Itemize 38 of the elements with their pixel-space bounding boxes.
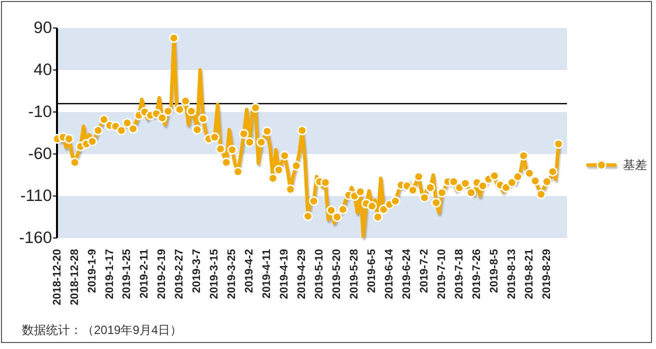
x-tick-label: 2019-7-2 xyxy=(418,249,430,294)
x-tick-label: 2018-12-28 xyxy=(68,249,81,306)
y-tick-label: -10 xyxy=(28,103,52,121)
x-tick-label: 2019-7-26 xyxy=(470,249,483,300)
y-tick-label: -160 xyxy=(18,229,52,247)
x-tick-label: 2019-1-9 xyxy=(86,249,98,294)
x-tick-label: 2019-5-20 xyxy=(331,249,344,300)
y-tick-label: 40 xyxy=(34,61,52,79)
x-tick-label: 2018-12-20 xyxy=(51,249,64,306)
x-tick-label: 2019-3-7 xyxy=(191,249,204,294)
x-tick-label: 2019-4-2 xyxy=(244,249,256,294)
x-tick-label: 2019-6-5 xyxy=(366,249,378,294)
x-tick-label: 2019-8-29 xyxy=(540,249,553,300)
x-tick-label: 2019-3-15 xyxy=(208,249,221,300)
x-tick-label: 2019-2-19 xyxy=(156,249,168,300)
x-tick-label: 2019-5-28 xyxy=(348,249,361,300)
x-tick-label: 2019-8-5 xyxy=(488,249,500,294)
x-tick-label: 2019-2-11 xyxy=(138,249,151,299)
x-tick-label: 2019-4-11 xyxy=(261,249,274,299)
x-tick-label: 2019-1-17 xyxy=(104,249,116,300)
x-tick-label: 2019-6-14 xyxy=(384,248,396,300)
y-tick-label: 90 xyxy=(34,19,52,37)
y-tick-label: -110 xyxy=(20,187,52,205)
y-tick-label: -60 xyxy=(28,145,52,163)
text: 数据统计：（2019年9月4日） xyxy=(22,323,182,337)
legend: 基差 xyxy=(586,158,647,172)
x-tick-label: 2019-3-25 xyxy=(226,249,238,300)
x-tick-label: 2019-4-29 xyxy=(296,249,308,300)
x-tick-label: 2019-8-21 xyxy=(523,249,536,300)
x-tick-label: 2019-8-13 xyxy=(506,249,518,300)
x-tick-label: 2019-7-10 xyxy=(436,249,448,300)
x-tick-label: 2019-1-25 xyxy=(121,249,134,300)
legend-label: 基差 xyxy=(623,158,647,172)
x-tick-label: 2019-5-10 xyxy=(314,249,326,300)
x-tick-label: 2019-7-18 xyxy=(453,249,466,300)
x-tick-label: 2019-4-19 xyxy=(278,249,291,300)
x-tick-label: 2019-6-24 xyxy=(401,248,414,300)
x-tick-label: 2019-2-27 xyxy=(174,249,186,300)
